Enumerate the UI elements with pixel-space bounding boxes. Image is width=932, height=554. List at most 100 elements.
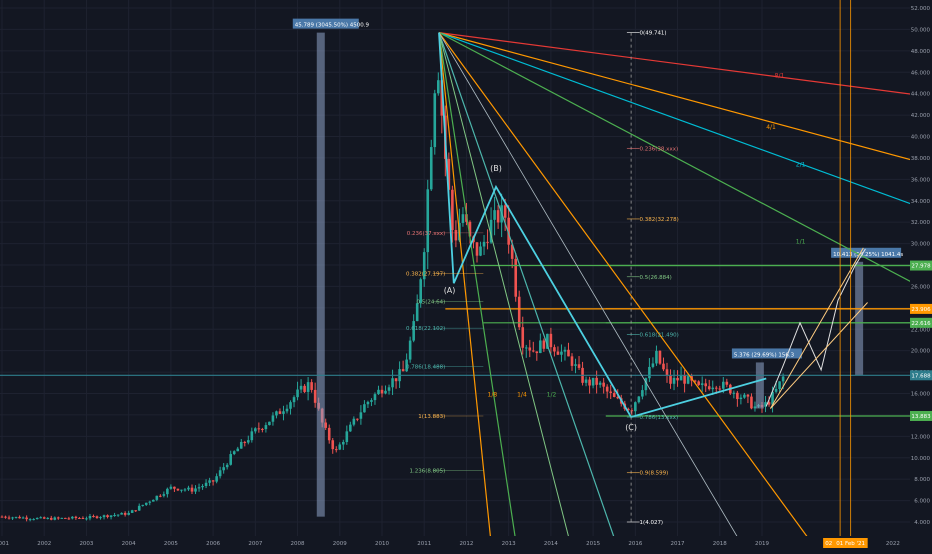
candle-body: [517, 296, 521, 328]
candle-body: [405, 359, 408, 372]
candle-body: [120, 512, 123, 515]
candle-body: [447, 158, 451, 190]
candle-body: [503, 205, 507, 218]
candle-body: [35, 517, 39, 520]
candle-body: [412, 321, 415, 341]
candle-body: [634, 402, 637, 412]
candle-body: [415, 303, 419, 322]
candle-body: [197, 487, 201, 489]
fib-label: 0.786(18.488): [406, 365, 445, 371]
x-axis[interactable]: 2001 2002 2003 2004 2005 2006 2007 2008 2009 2010…: [0, 536, 910, 550]
candle-body: [641, 390, 644, 397]
candle-body: [289, 402, 292, 409]
candle-body: [658, 350, 662, 364]
fib-label: 0.382(32.278): [640, 217, 679, 223]
candle-body: [433, 93, 437, 148]
candle-body: [208, 480, 211, 483]
candle-body: [151, 499, 155, 502]
fan-line: [438, 32, 932, 98]
candle-body: [408, 340, 412, 360]
candle-body: [85, 518, 88, 520]
candle-body: [721, 381, 725, 389]
fan-line: [438, 32, 932, 166]
fan-line: [438, 32, 493, 551]
price-label: 17.688: [911, 373, 931, 379]
candle-body: [556, 351, 560, 355]
candle-body: [440, 80, 444, 116]
candle-body: [778, 381, 781, 389]
candle-body: [781, 376, 785, 382]
candle-body: [229, 454, 233, 465]
fib-label: 1.236(8.805): [410, 469, 446, 475]
fan-label: 1/4: [517, 392, 527, 399]
candle-body: [49, 517, 53, 520]
candle-body: [394, 378, 398, 382]
y-tick-label: 48.000: [911, 49, 931, 55]
fib-label: 0.618(22.102): [406, 326, 445, 332]
y-axis[interactable]: 52.000 50.000 48.000 46.000 44.000 42.000 40.0…: [910, 0, 932, 550]
candle-body: [42, 517, 46, 519]
candle-body: [598, 382, 602, 385]
candle-body: [584, 379, 588, 383]
fan-line: [438, 32, 573, 551]
grid: [0, 0, 910, 536]
y-tick-label: 20.000: [911, 349, 931, 355]
x-highlight-label: 2022: [886, 541, 900, 547]
fan-line: [438, 32, 818, 551]
candle-body: [56, 517, 60, 519]
candle-body: [39, 517, 43, 519]
candle-body: [113, 514, 116, 516]
candle-body: [605, 386, 609, 392]
candle-body: [250, 431, 254, 441]
price-label: 23.906: [911, 307, 931, 313]
x-tick-label: 2016: [628, 541, 642, 547]
candle-body: [130, 510, 134, 513]
measure-bar: [316, 32, 325, 517]
candle-body: [366, 401, 370, 405]
x-tick-label: 2018: [713, 541, 727, 547]
candle-body: [718, 388, 722, 390]
candle-body: [18, 516, 21, 519]
candle-body: [679, 375, 683, 381]
candle-body: [630, 410, 634, 412]
projection-path: [770, 247, 864, 409]
fib-label: 1(4.027): [640, 520, 664, 526]
candle-body: [14, 516, 18, 518]
y-tick-label: 50.000: [911, 27, 931, 33]
projection-path: [770, 302, 868, 409]
candle-body: [81, 518, 85, 520]
candle-body: [109, 515, 113, 518]
candle-body: [102, 515, 106, 518]
candle-body: [686, 376, 690, 384]
candle-body: [225, 464, 229, 468]
y-tick-label: 46.000: [911, 70, 931, 76]
candle-body: [215, 476, 218, 482]
fan-label: 1/8: [488, 392, 498, 399]
x-tick-label: 2006: [206, 541, 220, 547]
candle-body: [482, 241, 486, 247]
candle-body: [524, 347, 528, 349]
candle-body: [422, 252, 426, 280]
candle-body: [616, 396, 620, 399]
fan-label: 4/1: [766, 124, 776, 131]
candle-body: [310, 382, 313, 390]
candle-body: [655, 350, 658, 364]
candle-body: [553, 347, 556, 352]
fib-label: 0.5(26.884): [640, 275, 672, 281]
measure-label: 10.413 (58.25%) 1041.4s: [833, 252, 903, 258]
candle-body: [461, 214, 465, 223]
candle-body: [148, 501, 152, 503]
candle-body: [373, 394, 377, 401]
candle-body: [275, 411, 278, 416]
candle-body: [549, 333, 553, 348]
fan-label: 1/2: [547, 392, 557, 399]
y-tick-label: 26.000: [911, 284, 931, 290]
candle-body: [535, 351, 539, 354]
candle-body: [454, 230, 458, 241]
candle-body: [753, 406, 757, 409]
candle-body: [324, 422, 328, 428]
candle-body: [546, 333, 549, 349]
candle-body: [173, 486, 176, 489]
